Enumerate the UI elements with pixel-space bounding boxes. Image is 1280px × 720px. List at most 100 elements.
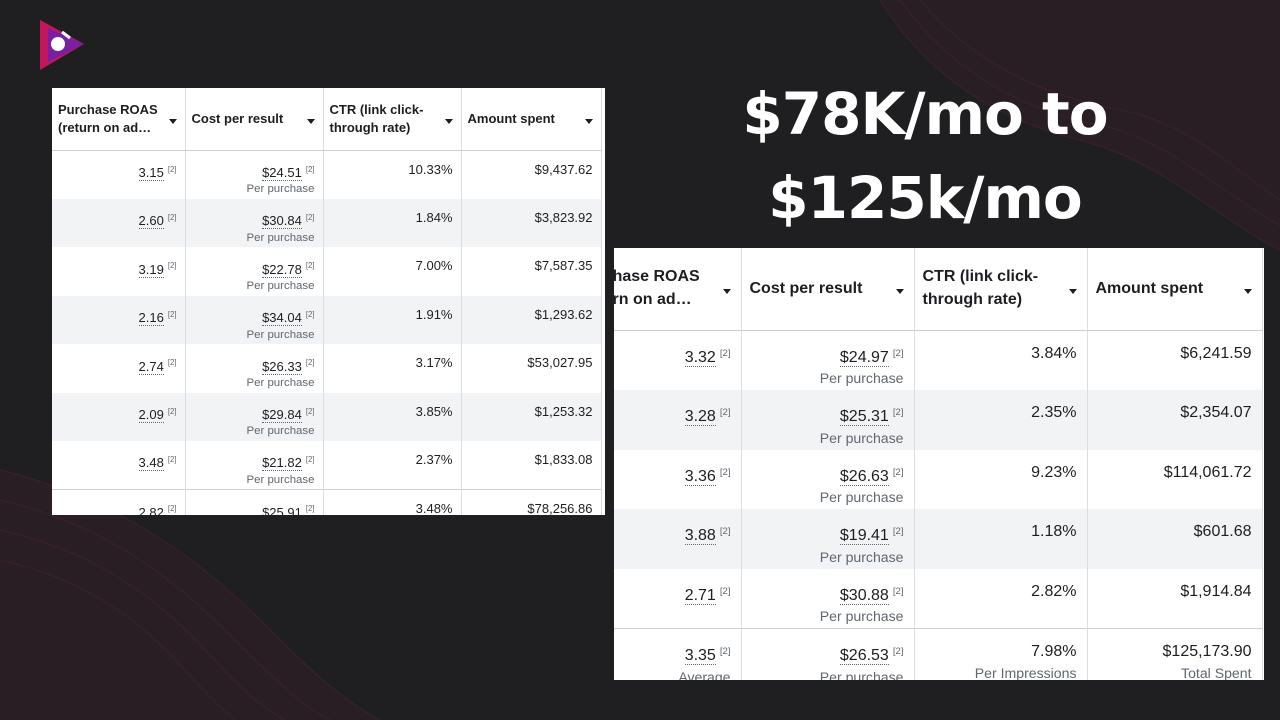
cell-value: $125,173.90 bbox=[1162, 643, 1252, 661]
cell-value: 3.36 bbox=[684, 467, 716, 486]
cell: 1.18% bbox=[914, 509, 1088, 569]
cell-value: $3,823.92 bbox=[534, 209, 593, 225]
column-header: Cost per result bbox=[185, 88, 324, 151]
data-row: 3.88 [2] $19.41 [2] Per purchase 1.18% $601.68 bbox=[614, 509, 1263, 569]
cell: $9,437.62 bbox=[461, 150, 602, 199]
cell-value-line: 2.60 [2] bbox=[60, 209, 177, 230]
cell-value-line: 3.48 [2] bbox=[60, 451, 177, 472]
cell-value-line: $1,293.62 bbox=[470, 306, 593, 324]
cell-value: 2.71 bbox=[684, 586, 716, 605]
cell-value: $24.97 bbox=[839, 348, 889, 367]
cell-value-line: 3.85% bbox=[332, 403, 453, 421]
cell-subtext: Per purchase bbox=[819, 370, 904, 387]
footnote-marker: [2] bbox=[719, 526, 731, 538]
cell: $24.97 [2] Per purchase bbox=[741, 330, 915, 391]
cell: 1.84% bbox=[323, 198, 462, 248]
sort-dropdown[interactable] bbox=[168, 118, 177, 124]
cell-value: 2.16 bbox=[138, 310, 164, 327]
footnote-marker: [2] bbox=[305, 261, 315, 271]
cell: 2.71 [2] bbox=[614, 568, 742, 629]
sort-dropdown[interactable] bbox=[895, 288, 904, 294]
cell-subtext: Per purchase bbox=[819, 608, 904, 625]
cell-value-line: $125,173.90 bbox=[1098, 641, 1252, 663]
logo bbox=[40, 20, 84, 70]
header-text: Purchase ROAS (return on ad… bbox=[614, 268, 700, 308]
cell-value: $30.88 bbox=[839, 586, 889, 605]
cell-value-line: $53,027.95 bbox=[470, 354, 593, 372]
footnote-marker: [2] bbox=[167, 406, 177, 416]
cell-value: $22.78 bbox=[262, 261, 302, 278]
cell-value-line: $30.84 [2] bbox=[194, 209, 315, 230]
cell: $19.41 [2] Per purchase bbox=[741, 509, 915, 569]
cell: 3.17% bbox=[323, 344, 462, 393]
header-text: Cost per result bbox=[191, 110, 284, 126]
footnote-marker: [2] bbox=[305, 406, 315, 416]
cell: 2.09 [2] bbox=[52, 392, 186, 442]
cell: $25.31 [2] Per purchase bbox=[741, 390, 915, 450]
cell-subtext: Total Spent bbox=[1181, 664, 1252, 680]
cell: 3.28 [2] bbox=[614, 390, 742, 450]
cell-value-line: $26.63 [2] bbox=[752, 462, 904, 488]
cell-value-line: $2,354.07 bbox=[1098, 402, 1252, 424]
column-header: Amount spent bbox=[461, 88, 602, 151]
cell-value-line: 1.18% bbox=[925, 521, 1076, 543]
sort-dropdown[interactable] bbox=[722, 288, 731, 294]
cell-value: $30.84 bbox=[262, 213, 302, 230]
cell-value-line: 3.36 [2] bbox=[614, 462, 731, 488]
cell: 3.48 [2] bbox=[52, 441, 186, 490]
sort-dropdown[interactable] bbox=[306, 118, 315, 124]
headline-line: $78K/mo to bbox=[742, 80, 1108, 148]
cell-value: $2,354.07 bbox=[1180, 404, 1252, 422]
cell-value: $1,914.84 bbox=[1180, 582, 1252, 600]
cell: 3.35 [2] Average bbox=[614, 628, 742, 680]
sort-dropdown[interactable] bbox=[584, 118, 593, 124]
cell: $601.68 bbox=[1087, 509, 1263, 569]
cell-subtext: Average bbox=[678, 669, 731, 680]
cell: 3.32 [2] bbox=[614, 330, 742, 391]
cell-value: $25.31 bbox=[839, 408, 889, 427]
footnote-marker: [2] bbox=[167, 455, 177, 465]
cell: $21.82 [2] Per purchase bbox=[185, 441, 324, 490]
cell-value: $19.41 bbox=[839, 527, 889, 546]
footnote-marker: [2] bbox=[167, 504, 177, 514]
footnote-marker: [2] bbox=[305, 358, 315, 368]
cell-value-line: $3,823.92 bbox=[470, 209, 593, 227]
cell-subtext: Per purchase bbox=[246, 377, 315, 390]
cell-value-line: 3.48% bbox=[332, 500, 453, 515]
sort-dropdown[interactable] bbox=[1068, 288, 1077, 294]
cell-value: $53,027.95 bbox=[527, 355, 593, 371]
cell-value: $26.33 bbox=[262, 358, 302, 375]
footnote-marker: [2] bbox=[719, 646, 731, 658]
header-text: Amount spent bbox=[467, 110, 555, 126]
cell-value: $78,256.86 bbox=[527, 501, 593, 515]
cell-value-line: 3.19 [2] bbox=[60, 257, 177, 278]
cell-value-line: $25.31 [2] bbox=[752, 402, 904, 428]
cell: $30.88 [2] Per purchase bbox=[741, 568, 915, 629]
footnote-marker: [2] bbox=[167, 261, 177, 271]
footnote-marker: [2] bbox=[719, 585, 731, 597]
cell-value-line: $26.53 [2] bbox=[752, 641, 904, 667]
sort-dropdown[interactable] bbox=[444, 118, 453, 124]
footnote-marker: [2] bbox=[719, 407, 731, 419]
footnote-marker: [2] bbox=[892, 466, 904, 478]
cell: 7.00% bbox=[323, 247, 462, 296]
footnote-marker: [2] bbox=[167, 309, 177, 319]
cell-value: 3.15 bbox=[138, 164, 164, 181]
cell-value-line: $29.84 [2] bbox=[194, 403, 315, 424]
footnote-marker: [2] bbox=[892, 646, 904, 658]
cell-subtext: Per purchase bbox=[819, 429, 904, 446]
summary-row: 3.35 [2] Average $26.53 [2] Per purchase 7.98%… bbox=[614, 628, 1263, 680]
sort-dropdown[interactable] bbox=[1243, 288, 1252, 294]
footnote-marker: [2] bbox=[892, 585, 904, 597]
cell: $78,256.86Total Spent bbox=[461, 489, 602, 515]
footnote-marker: [2] bbox=[167, 164, 177, 174]
cell-value: $9,437.62 bbox=[534, 161, 593, 177]
data-row: 2.60 [2] $30.84 [2] Per purchase 1.84% $3,823.… bbox=[52, 198, 602, 248]
cell-value: 3.84% bbox=[1031, 344, 1077, 362]
footnote-marker: [2] bbox=[167, 212, 177, 222]
cell-value: 7.00% bbox=[415, 258, 453, 274]
cell-value-line: 3.35 [2] bbox=[614, 641, 731, 667]
cell-value: $25.91 bbox=[262, 504, 302, 515]
